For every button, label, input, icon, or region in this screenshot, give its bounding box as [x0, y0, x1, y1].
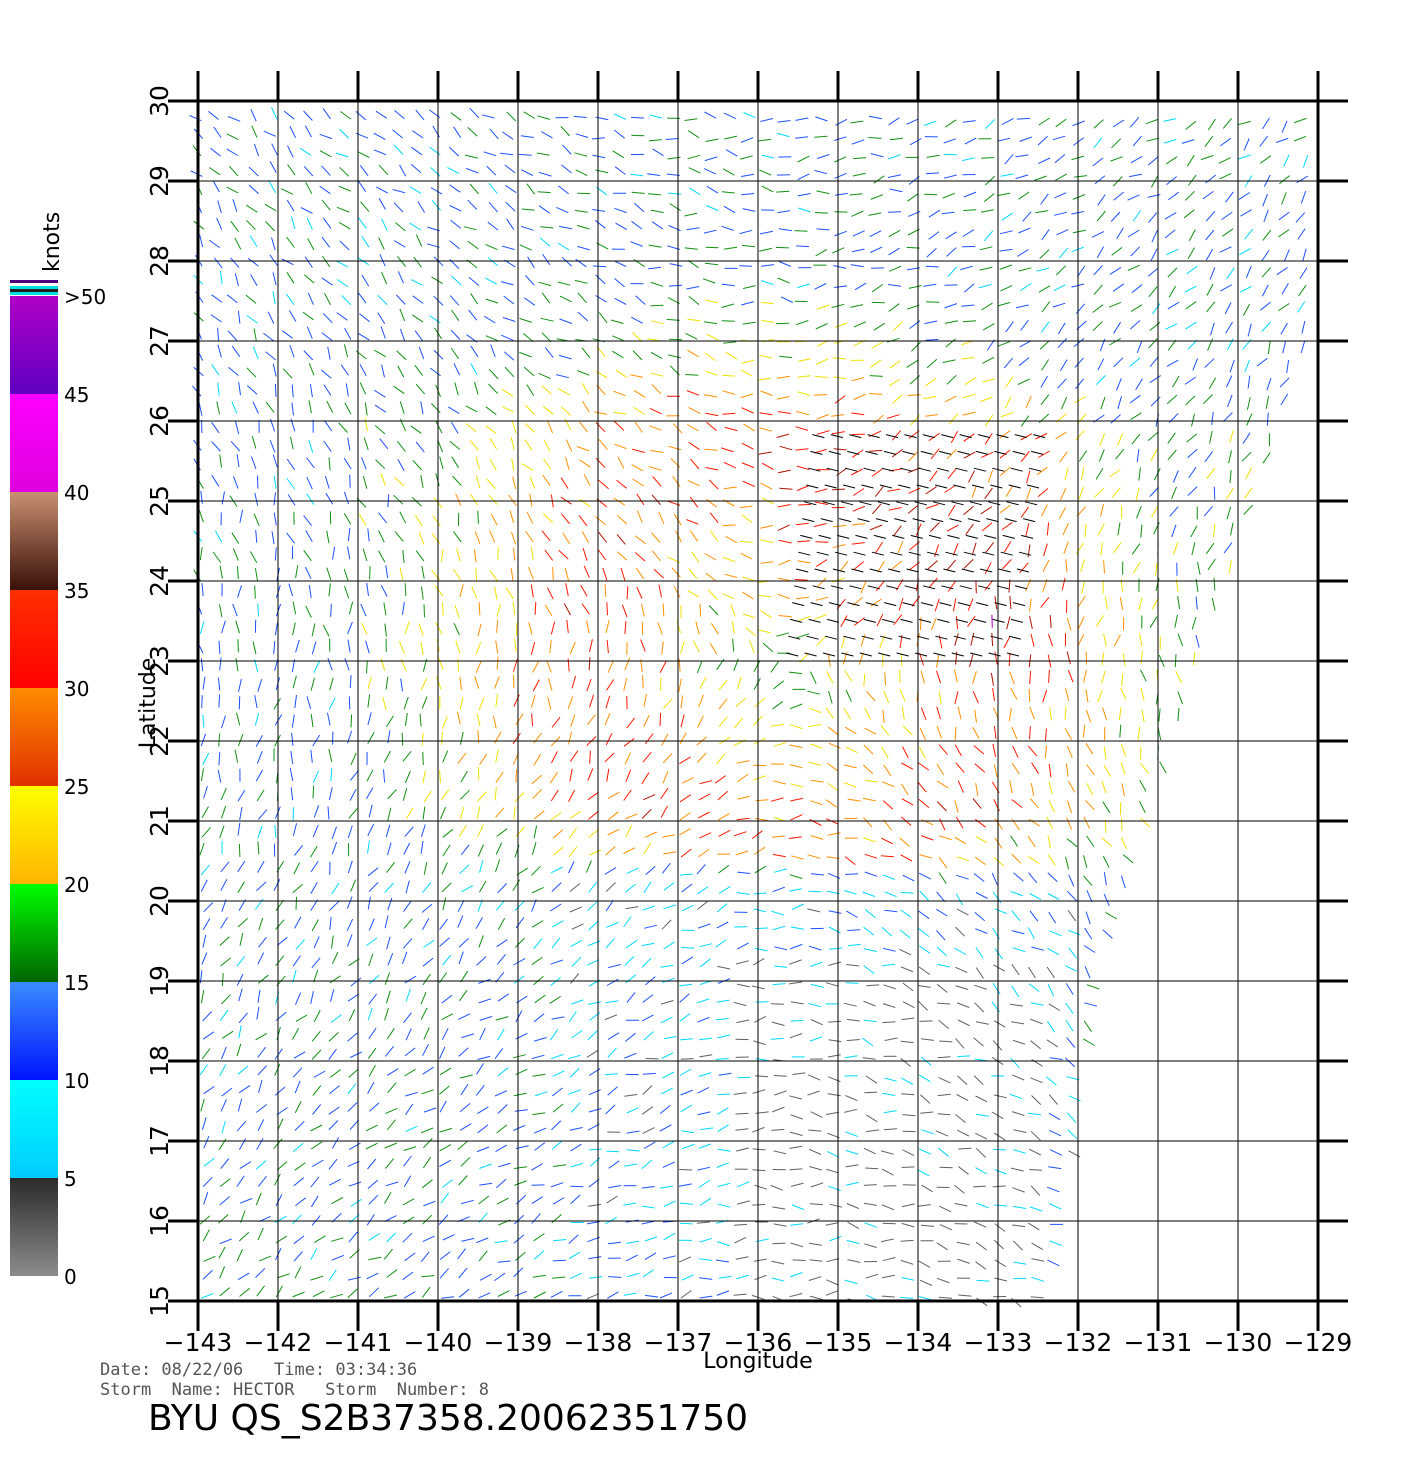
colorbar-title: knots [40, 212, 65, 272]
x-axis-title: Longitude [703, 1349, 812, 1374]
latitude-tick-label: 19 [145, 965, 174, 997]
colorbar-label: 10 [64, 1069, 89, 1093]
longitude-tick-label: −143 [164, 1328, 233, 1357]
lat-lon-grid [168, 71, 1348, 1331]
colorbar-label: 15 [64, 971, 89, 995]
latitude-tick-label: 18 [145, 1045, 174, 1077]
longitude-tick-labels: −143 −142 −141 −140 −139 −138 −137 −136 −135 −134… [164, 1328, 1353, 1357]
colorbar-band [10, 884, 58, 982]
longitude-tick-label: −129 [1284, 1328, 1353, 1357]
longitude-tick-label: −141 [324, 1328, 393, 1357]
latitude-tick-label: 28 [145, 245, 174, 277]
latitude-tick-label: 23 [145, 645, 174, 677]
colorbar-band [10, 982, 58, 1080]
product-banner: BYU QS_S2B37358.20062351750 [148, 1398, 749, 1439]
latitude-tick-label: 22 [145, 725, 174, 757]
latitude-tick-label: 30 [145, 85, 174, 117]
longitude-tick-label: −140 [404, 1328, 473, 1357]
rain-flag-marks [786, 434, 1046, 657]
colorbar-band [10, 394, 58, 492]
wind-vector-field [189, 107, 1309, 1308]
colorbar [10, 280, 58, 1276]
latitude-tick-label: 24 [145, 565, 174, 597]
colorbar-band [10, 590, 58, 688]
longitude-tick-label: −137 [644, 1328, 713, 1357]
colorbar-label: >50 [64, 285, 106, 309]
colorbar-label: 30 [64, 677, 89, 701]
storm-info-line: Storm Name: HECTOR Storm Number: 8 [100, 1380, 489, 1400]
longitude-tick-label: −138 [564, 1328, 633, 1357]
longitude-tick-label: −139 [484, 1328, 553, 1357]
longitude-tick-label: −134 [884, 1328, 953, 1357]
colorbar-label: 40 [64, 481, 89, 505]
colorbar-band [10, 1178, 58, 1276]
latitude-tick-label: 21 [145, 805, 174, 837]
latitude-tick-label: 29 [145, 165, 174, 197]
latitude-tick-label: 27 [145, 325, 174, 357]
colorbar-label: 20 [64, 873, 89, 897]
colorbar-label: 25 [64, 775, 89, 799]
longitude-tick-label: −133 [964, 1328, 1033, 1357]
longitude-tick-label: −135 [804, 1328, 873, 1357]
longitude-tick-label: −142 [244, 1328, 313, 1357]
y-axis-title: Latitude [136, 658, 161, 749]
longitude-tick-label: −136 [724, 1328, 793, 1357]
longitude-tick-label: −132 [1044, 1328, 1113, 1357]
latitude-tick-label: 25 [145, 485, 174, 517]
latitude-tick-label: 15 [145, 1285, 174, 1317]
longitude-tick-label: −131 [1124, 1328, 1193, 1357]
latitude-tick-labels: 15 16 17 18 19 20 21 22 23 24 25 26 27 28 29 30 [145, 85, 174, 1317]
colorbar-labels: 0 5 10 15 20 25 30 35 40 45 >50 [64, 285, 106, 1289]
latitude-tick-label: 16 [145, 1205, 174, 1237]
colorbar-band [10, 492, 58, 590]
latitude-tick-label: 20 [145, 885, 174, 917]
latitude-tick-label: 26 [145, 405, 174, 437]
colorbar-label: 35 [64, 579, 89, 603]
longitude-tick-label: −130 [1204, 1328, 1273, 1357]
colorbar-label: 45 [64, 383, 89, 407]
colorbar-label: 5 [64, 1167, 77, 1191]
colorbar-band [10, 786, 58, 884]
latitude-tick-label: 17 [145, 1125, 174, 1157]
colorbar-band [10, 296, 58, 394]
colorbar-label: 0 [64, 1265, 77, 1289]
colorbar-band [10, 688, 58, 786]
date-time-line: Date: 08/22/06 Time: 03:34:36 [100, 1360, 418, 1380]
colorbar-band [10, 1080, 58, 1178]
